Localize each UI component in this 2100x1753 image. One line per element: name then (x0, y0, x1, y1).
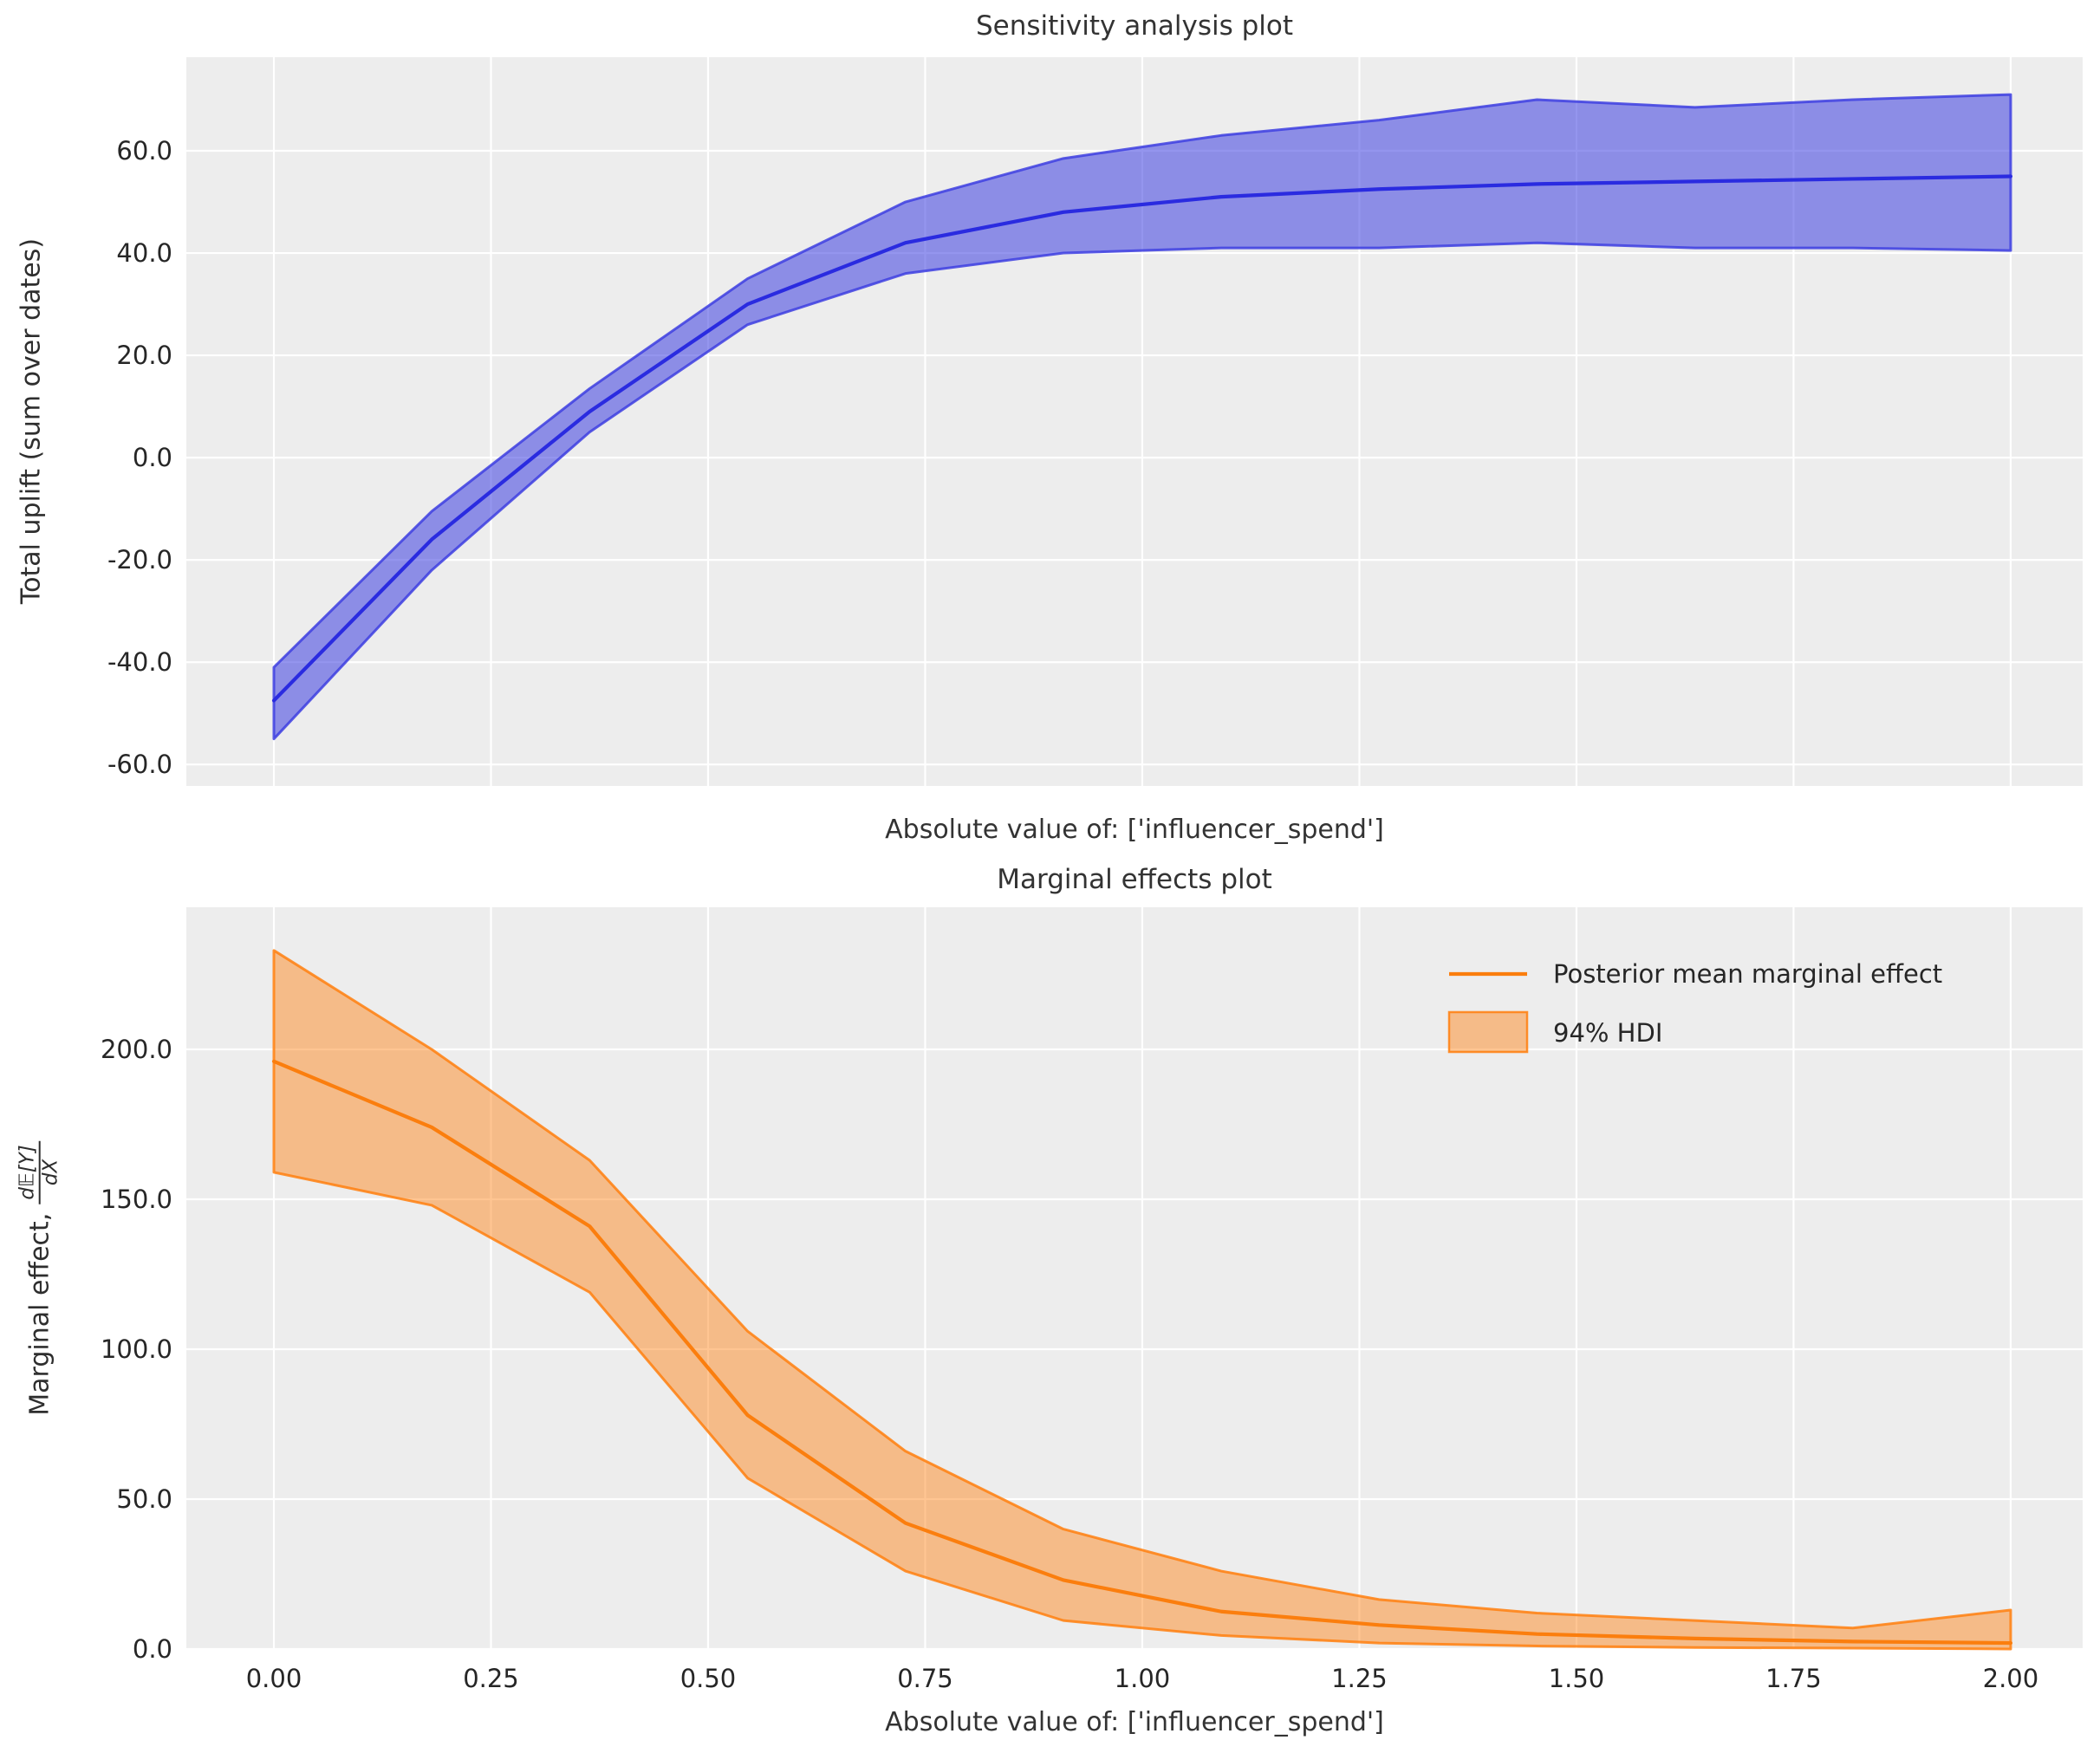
x-tick-label: 1.25 (1331, 1664, 1388, 1693)
top-mean-line (271, 174, 2013, 703)
bottom-x-axis-label: Absolute value of: ['influencer_spend'] (885, 1707, 1384, 1737)
bottom-plot-area: 200.0 150.0 100.0 50.0 0.0 0.00 0.25 0.50 0.75 1.… (101, 864, 2083, 1737)
x-tick-label: 2.00 (1983, 1664, 2039, 1693)
bottom-y-tick-label: 150.0 (101, 1185, 172, 1214)
bottom-y-axis-label: Marginal effect, d𝔼[Y] dX (16, 1140, 63, 1416)
top-plot-area: 60.0 40.0 20.0 0.0 -20.0 -40.0 -60.0 Sensitivit… (107, 10, 2083, 845)
top-y-tick-label: 60.0 (116, 136, 172, 166)
legend-line-label: Posterior mean marginal effect (1553, 959, 1942, 989)
top-plot-title: Sensitivity analysis plot (976, 10, 1293, 42)
bottom-y-axis-label-text: Marginal effect, (24, 1212, 55, 1416)
top-hdi-band (272, 93, 2012, 741)
top-y-tick-label: -40.0 (107, 647, 172, 677)
bottom-y-tick-label: 100.0 (101, 1334, 172, 1364)
top-y-tick-label: 40.0 (116, 238, 172, 268)
x-tick-label: 0.50 (680, 1664, 737, 1693)
legend-patch-label: 94% HDI (1553, 1018, 1662, 1048)
x-tick-label: 1.75 (1765, 1664, 1822, 1693)
fraction-denominator: dX (40, 1159, 62, 1186)
x-tick-label: 0.00 (246, 1664, 302, 1693)
bottom-mean-line (271, 1059, 2013, 1646)
fraction-numerator: d𝔼[Y] (16, 1140, 41, 1204)
x-tick-label: 1.00 (1115, 1664, 1171, 1693)
top-y-tick-label: -60.0 (107, 750, 172, 779)
bottom-plot-title: Marginal effects plot (997, 864, 1271, 895)
top-y-axis-label-text: Total uplift (sum over dates) (16, 237, 47, 605)
legend-patch-sample (1447, 1010, 1529, 1054)
bottom-y-tick-label: 50.0 (116, 1484, 172, 1514)
legend: Posterior mean marginal effect 94% HDI (1447, 959, 1942, 1054)
x-tick-label: 0.25 (463, 1664, 519, 1693)
top-y-tick-label: 20.0 (116, 341, 172, 370)
bottom-y-tick-label: 200.0 (101, 1035, 172, 1064)
bottom-hdi-band (272, 949, 2012, 1651)
top-y-tick-label: 0.0 (133, 443, 172, 472)
x-tick-label: 0.75 (897, 1664, 953, 1693)
top-y-axis-label: Total uplift (sum over dates) (16, 238, 47, 604)
top-y-tick-label: -20.0 (107, 545, 172, 575)
bottom-axes-background (186, 907, 2083, 1649)
x-tick-label: 1.50 (1549, 1664, 1605, 1693)
top-x-axis-label: Absolute value of: ['influencer_spend'] (885, 815, 1384, 845)
derivative-fraction: d𝔼[Y] dX (16, 1140, 63, 1204)
bottom-y-tick-label: 0.0 (133, 1634, 172, 1664)
